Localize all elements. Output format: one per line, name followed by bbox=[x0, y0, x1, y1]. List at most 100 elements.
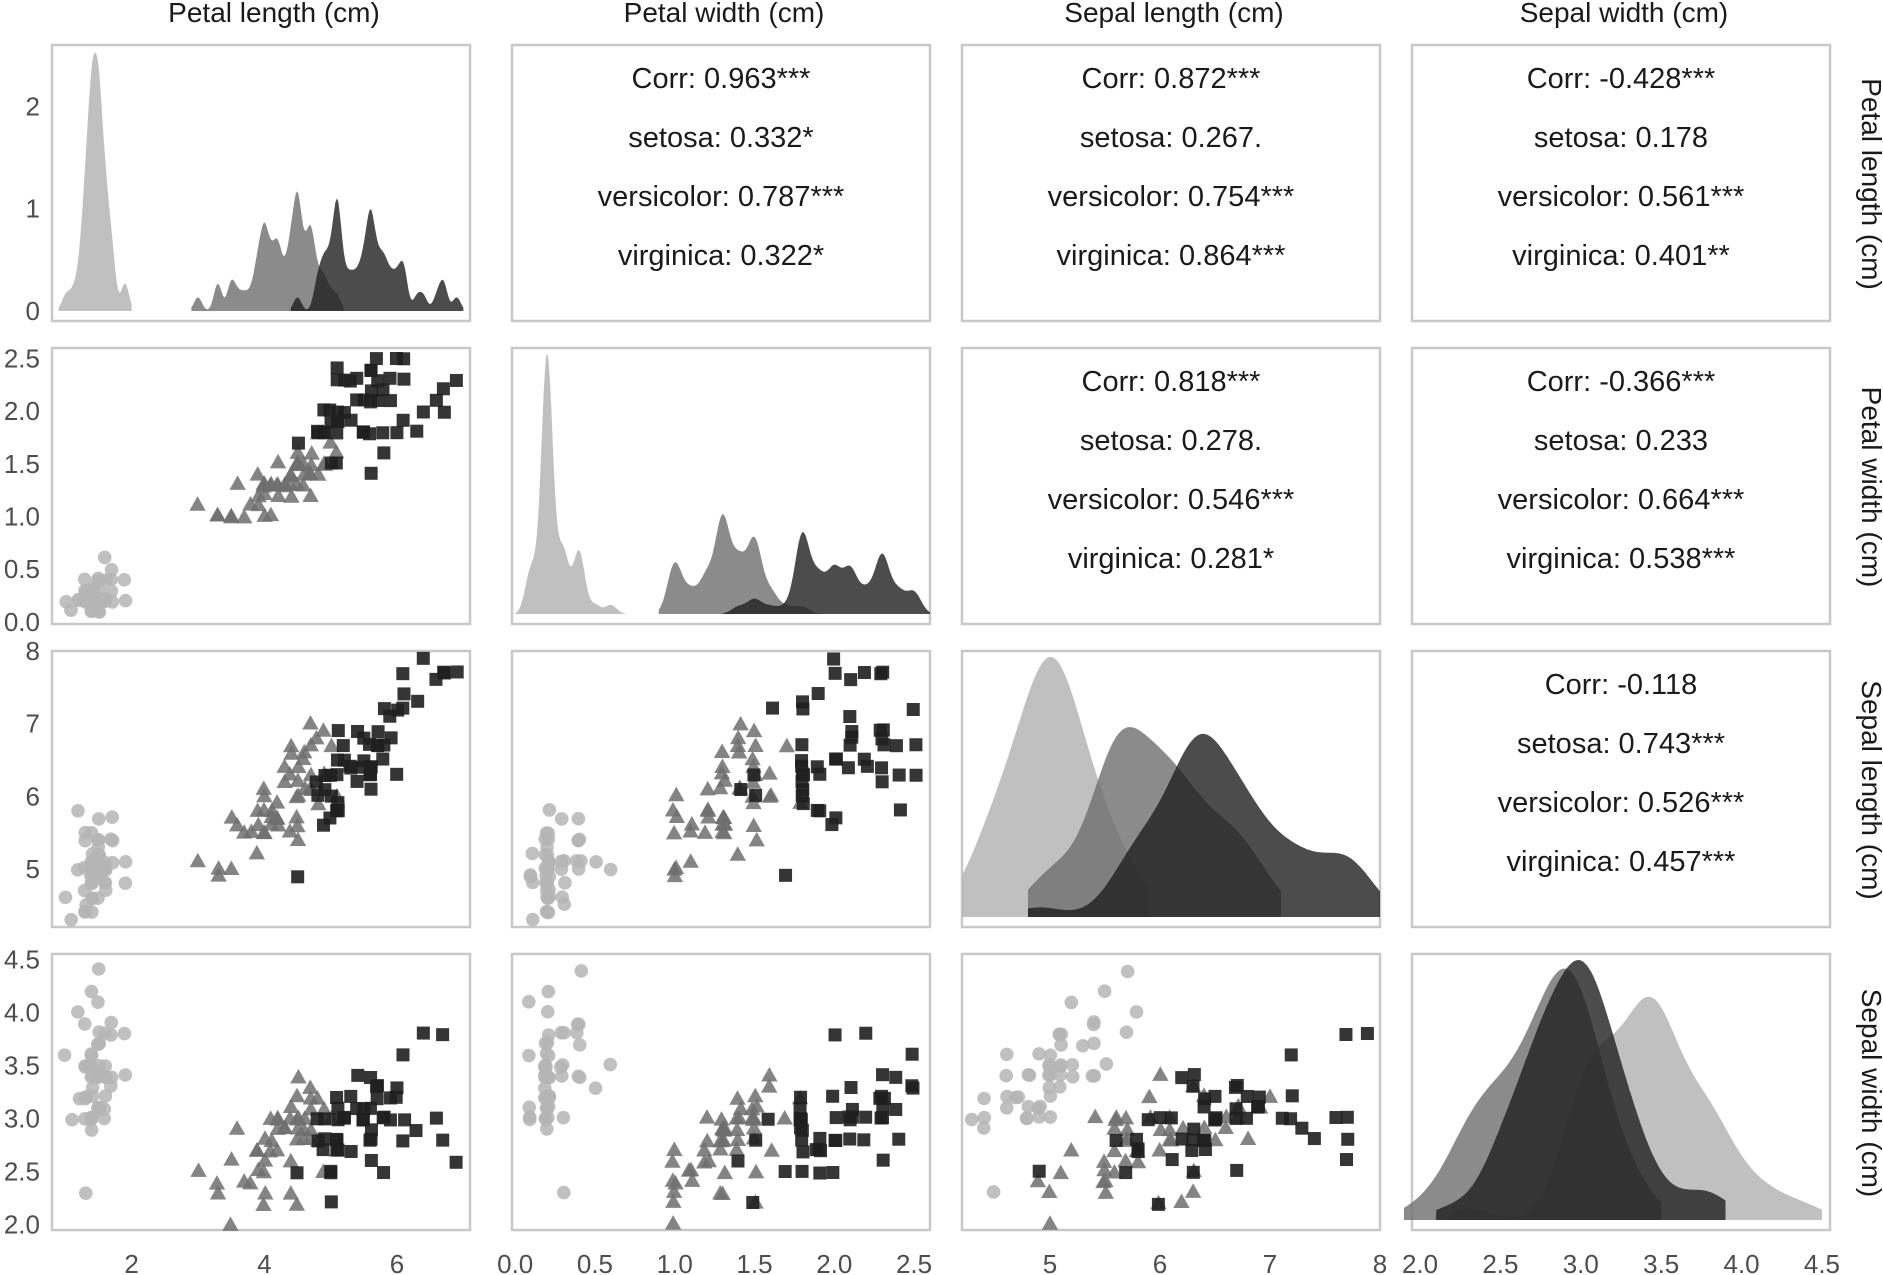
versicolor-point bbox=[665, 1193, 682, 1208]
virginica-point bbox=[397, 352, 411, 366]
virginica-point bbox=[376, 752, 390, 766]
y-tick-label-sepal-length: 6 bbox=[26, 781, 40, 811]
versicolor-point bbox=[282, 1098, 300, 1114]
virginica-point bbox=[436, 1133, 450, 1147]
row-title-petal-length: Petal length (cm) bbox=[1856, 78, 1883, 290]
setosa-point bbox=[78, 1186, 93, 1200]
x-tick-label-petal-width: 1.5 bbox=[736, 1249, 772, 1275]
setosa-point bbox=[558, 876, 572, 890]
virginica-point bbox=[828, 1028, 842, 1042]
virginica-point bbox=[814, 1144, 828, 1158]
density-panel-petal-length bbox=[58, 52, 464, 311]
virginica-point bbox=[761, 1112, 775, 1126]
virginica-point bbox=[905, 1047, 919, 1061]
setosa-density bbox=[58, 52, 132, 311]
setosa-point bbox=[58, 890, 73, 905]
versicolor-point bbox=[762, 787, 780, 802]
setosa-point bbox=[1054, 1038, 1068, 1052]
versicolor-point bbox=[747, 1087, 764, 1103]
virginica-point bbox=[364, 384, 378, 398]
versicolor-point bbox=[683, 815, 701, 831]
versicolor-point bbox=[712, 779, 729, 795]
setosa-point bbox=[999, 1068, 1014, 1083]
versicolor-point bbox=[730, 744, 748, 759]
virginica-point bbox=[813, 1166, 827, 1180]
virginica-point bbox=[336, 739, 350, 753]
virginica-point bbox=[1230, 1163, 1244, 1177]
virginica-point bbox=[397, 687, 411, 701]
versicolor-point bbox=[288, 1196, 306, 1211]
virginica-point bbox=[383, 394, 397, 408]
setosa-point bbox=[1000, 1089, 1014, 1104]
setosa-point bbox=[85, 891, 100, 906]
virginica-point bbox=[350, 393, 364, 407]
versicolor-point bbox=[668, 786, 685, 802]
virginica-point bbox=[1175, 1132, 1189, 1146]
versicolor-point bbox=[1063, 1141, 1080, 1157]
setosa-point bbox=[98, 855, 112, 870]
virginica-point bbox=[383, 371, 397, 385]
setosa-point bbox=[556, 1110, 571, 1125]
setosa-point bbox=[1054, 1027, 1069, 1042]
setosa-point bbox=[539, 1112, 553, 1127]
column-title-sepal-width: Sepal width (cm) bbox=[1520, 0, 1729, 28]
virginica-point bbox=[371, 739, 385, 753]
virginica-point bbox=[397, 372, 411, 386]
virginica-point bbox=[338, 373, 352, 387]
versicolor-point bbox=[296, 780, 314, 795]
virginica-point bbox=[1164, 1111, 1178, 1125]
versicolor-point bbox=[1052, 1164, 1069, 1180]
versicolor-point bbox=[1095, 1173, 1112, 1189]
versicolor-point bbox=[1129, 1153, 1147, 1169]
correlation-panel-petal-width-vs-sepal-length: Corr: 0.818*** setosa: 0.278. versicolor: … bbox=[1048, 366, 1295, 575]
versicolor-point bbox=[282, 737, 300, 753]
y-tick-label-sepal-length: 7 bbox=[26, 709, 40, 739]
versicolor-point bbox=[223, 809, 241, 824]
versicolor-point bbox=[289, 1120, 307, 1135]
virginica-point bbox=[859, 1110, 873, 1124]
setosa-point bbox=[1053, 1079, 1067, 1094]
versicolor-point bbox=[303, 456, 320, 472]
versicolor-point bbox=[283, 488, 300, 503]
virginica-point bbox=[731, 1154, 745, 1168]
virginica-point bbox=[364, 363, 378, 377]
virginica-point bbox=[845, 725, 859, 739]
x-tick-label-sepal-length: 7 bbox=[1263, 1249, 1277, 1275]
versicolor-point bbox=[1184, 1183, 1202, 1198]
virginica-point bbox=[1208, 1089, 1222, 1103]
x-tick-label-sepal-width: 2.5 bbox=[1482, 1249, 1518, 1275]
versicolor-point bbox=[698, 1109, 716, 1124]
versicolor-point bbox=[713, 743, 731, 758]
virginica-point bbox=[363, 1101, 377, 1115]
virginica-correlation: virginica: 0.538*** bbox=[1507, 543, 1736, 575]
versicolor-point bbox=[282, 1185, 299, 1200]
versicolor-point bbox=[760, 1078, 778, 1093]
versicolor-point bbox=[315, 722, 332, 737]
setosa-point bbox=[105, 810, 119, 825]
setosa-point bbox=[1065, 1058, 1080, 1072]
setosa-point bbox=[522, 1112, 537, 1127]
setosa-point bbox=[999, 1047, 1014, 1062]
virginica-point bbox=[889, 1070, 903, 1084]
versicolor-density bbox=[658, 514, 819, 614]
virginica-point bbox=[396, 1048, 410, 1062]
versicolor-point bbox=[1117, 1152, 1134, 1168]
virginica-point bbox=[396, 413, 410, 427]
overall-correlation: Corr: -0.428*** bbox=[1527, 63, 1716, 95]
versicolor-point bbox=[743, 1100, 761, 1116]
row-title-sepal-length: Sepal length (cm) bbox=[1856, 680, 1883, 899]
versicolor-point bbox=[288, 788, 305, 804]
setosa-point bbox=[78, 905, 92, 919]
virginica-point bbox=[376, 426, 390, 440]
versicolor-point bbox=[682, 853, 699, 868]
virginica-point bbox=[826, 1089, 840, 1103]
virginica-point bbox=[331, 796, 345, 810]
setosa-point bbox=[57, 1048, 72, 1063]
virginica-point bbox=[747, 768, 761, 782]
virginica-point bbox=[449, 1155, 463, 1169]
virginica-point bbox=[331, 1113, 345, 1127]
setosa-point bbox=[977, 1091, 991, 1106]
setosa-point bbox=[91, 995, 105, 1010]
virginica-point bbox=[384, 1091, 398, 1105]
versicolor-point bbox=[700, 1152, 718, 1168]
